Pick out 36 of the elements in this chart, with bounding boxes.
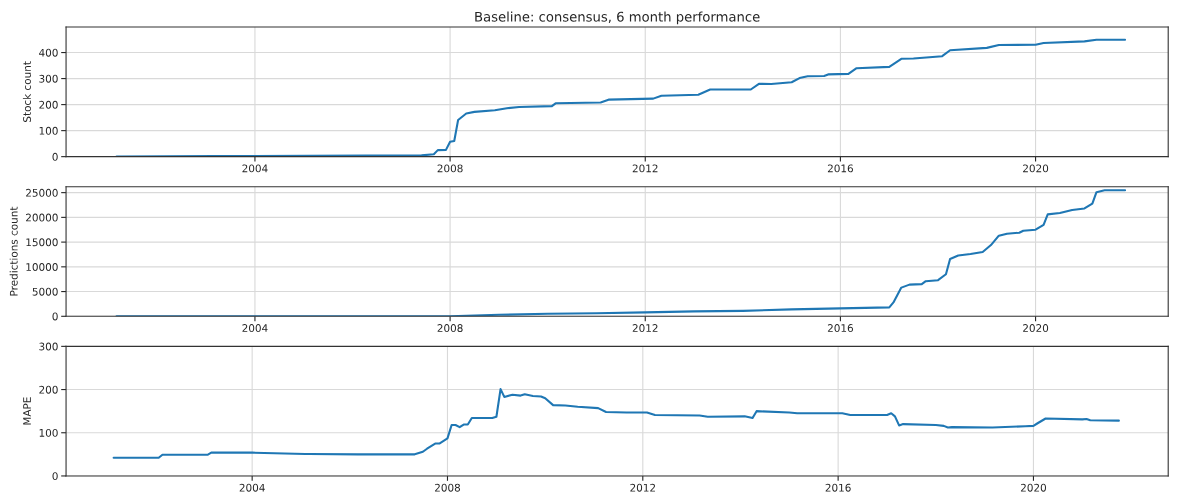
x-tick-label: 2008 xyxy=(437,324,463,332)
y-tick-label: 100 xyxy=(39,428,58,437)
x-tick-label: 2020 xyxy=(1023,164,1049,173)
y-tick-label: 200 xyxy=(39,100,58,109)
x-tick-label: 2008 xyxy=(437,164,463,173)
y-tick-label: 15000 xyxy=(26,238,58,247)
y-tick-label: 0 xyxy=(52,152,58,161)
x-tick-label: 2012 xyxy=(632,324,658,332)
y-tick-label: 300 xyxy=(39,342,58,351)
x-tick-label: 2012 xyxy=(630,483,656,492)
y-tick-label: 0 xyxy=(52,312,58,321)
x-tick-label: 2012 xyxy=(632,164,658,173)
y-axis-title: Stock count xyxy=(22,61,31,122)
y-axis-title: MAPE xyxy=(23,397,31,425)
x-tick-label: 2020 xyxy=(1023,324,1049,332)
line-series xyxy=(115,189,1127,317)
line-series xyxy=(112,388,1120,459)
y-tick-label: 400 xyxy=(39,48,58,57)
y-tick-label: 300 xyxy=(39,74,58,83)
y-tick-label: 25000 xyxy=(26,188,58,197)
y-tick-label: 0 xyxy=(52,472,58,481)
y-tick-label: 200 xyxy=(39,385,58,394)
x-tick-label: 2004 xyxy=(242,324,268,332)
y-tick-label: 20000 xyxy=(26,213,58,222)
x-tick-label: 2004 xyxy=(242,164,268,173)
y-axis-title: Predictions count xyxy=(9,206,18,296)
y-tick-label: 5000 xyxy=(32,287,58,296)
x-tick-label: 2016 xyxy=(827,164,854,173)
x-tick-label: 2004 xyxy=(239,483,265,492)
x-tick-label: 2016 xyxy=(825,483,851,492)
x-tick-label: 2016 xyxy=(827,324,854,332)
y-tick-label: 10000 xyxy=(26,263,58,271)
x-tick-label: 2020 xyxy=(1020,483,1047,492)
x-tick-label: 2008 xyxy=(434,483,461,492)
chart-title: Baseline: consensus, 6 month performance xyxy=(475,11,760,25)
y-tick-label: 100 xyxy=(39,126,58,135)
